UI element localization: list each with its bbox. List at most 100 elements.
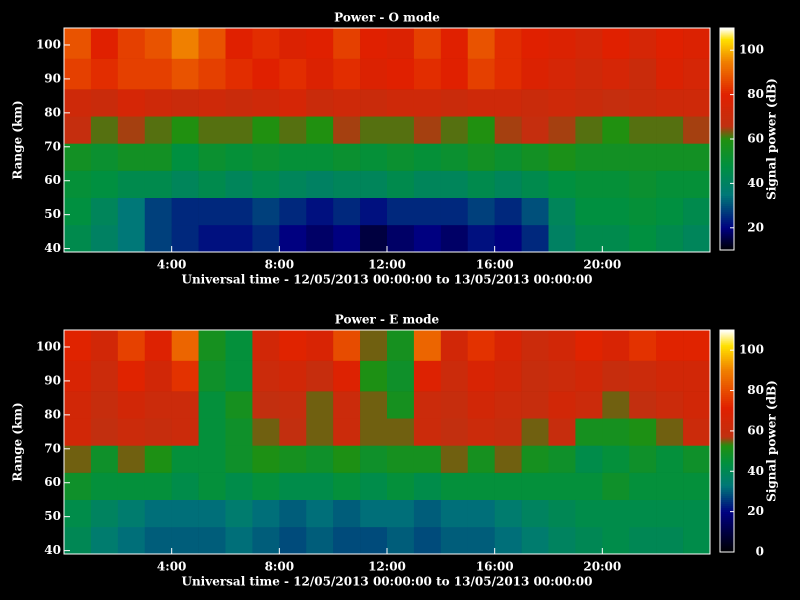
heatmap-cell xyxy=(387,171,414,198)
heatmap-cell xyxy=(441,445,468,472)
heatmap-cell xyxy=(118,500,145,527)
heatmap-cell xyxy=(468,330,495,361)
heatmap-cell xyxy=(549,198,576,225)
heatmap-cell xyxy=(306,143,333,170)
chart-title: Power - E mode xyxy=(335,313,440,327)
heatmap-cell xyxy=(199,418,226,445)
heatmap-cell xyxy=(333,361,360,392)
heatmap-cell xyxy=(333,59,360,90)
heatmap-cell xyxy=(279,59,306,90)
heatmap-cell xyxy=(199,143,226,170)
heatmap-cell xyxy=(602,225,629,252)
heatmap-cell xyxy=(468,198,495,225)
chart-title: Power - O mode xyxy=(334,11,440,25)
heatmap-cell xyxy=(629,500,656,527)
heatmap-cell xyxy=(252,473,279,500)
heatmap-cell xyxy=(629,89,656,116)
heatmap-cell xyxy=(602,143,629,170)
heatmap-cell xyxy=(252,418,279,445)
heatmap-cell xyxy=(683,500,710,527)
heatmap-cell xyxy=(549,171,576,198)
heatmap-cell xyxy=(306,89,333,116)
heatmap-cell xyxy=(199,500,226,527)
heatmap-cell xyxy=(656,361,683,392)
heatmap-cell xyxy=(656,445,683,472)
heatmap-cell xyxy=(629,143,656,170)
heatmap-cell xyxy=(172,391,199,418)
heatmap-cell xyxy=(414,527,441,554)
heatmap-cell xyxy=(279,445,306,472)
heatmap-cell xyxy=(522,225,549,252)
x-tick-label: 4:00 xyxy=(157,560,186,574)
heatmap-cell xyxy=(199,198,226,225)
heatmap-cell xyxy=(549,143,576,170)
heatmap-cell xyxy=(575,89,602,116)
y-tick-label: 60 xyxy=(44,475,61,489)
heatmap-cell xyxy=(91,59,118,90)
heatmap-cell xyxy=(279,89,306,116)
heatmap-cell xyxy=(64,330,91,361)
heatmap-cell xyxy=(683,116,710,143)
heatmap-cell xyxy=(495,527,522,554)
y-tick-label: 50 xyxy=(44,207,61,221)
heatmap-cell xyxy=(199,171,226,198)
heatmap-cell xyxy=(91,418,118,445)
x-tick-label: 20:00 xyxy=(583,258,621,272)
heatmap-cell xyxy=(252,59,279,90)
heatmap-cell xyxy=(279,198,306,225)
heatmap-cell xyxy=(199,59,226,90)
heatmap-cell xyxy=(306,198,333,225)
heatmap-cell xyxy=(575,527,602,554)
heatmap-cell xyxy=(64,171,91,198)
heatmap-cell xyxy=(199,527,226,554)
heatmap-cell xyxy=(522,500,549,527)
heatmap-cell xyxy=(468,116,495,143)
heatmap-cell xyxy=(575,473,602,500)
heatmap-cell xyxy=(279,143,306,170)
heatmap-cell xyxy=(360,445,387,472)
heatmap-cell xyxy=(91,330,118,361)
colorbar-tick-label: 80 xyxy=(747,87,764,101)
x-tick-label: 12:00 xyxy=(368,258,406,272)
heatmap-cell xyxy=(683,330,710,361)
heatmap-cell xyxy=(118,330,145,361)
heatmap-cell xyxy=(387,330,414,361)
heatmap-cell xyxy=(656,330,683,361)
heatmap-cell xyxy=(495,28,522,59)
heatmap-cell xyxy=(252,391,279,418)
heatmap-cell xyxy=(414,473,441,500)
heatmap-cell xyxy=(629,198,656,225)
heatmap-cell xyxy=(252,143,279,170)
heatmap-cell xyxy=(575,171,602,198)
x-tick-label: 8:00 xyxy=(265,560,294,574)
heatmap-cell xyxy=(414,500,441,527)
heatmap-cell xyxy=(172,330,199,361)
heatmap-cell xyxy=(629,116,656,143)
heatmap-cell xyxy=(387,391,414,418)
x-axis-label: Universal time - 12/05/2013 00:00:00 to … xyxy=(181,575,592,589)
heatmap-cell xyxy=(360,527,387,554)
heatmap-cell xyxy=(118,445,145,472)
heatmap-cell xyxy=(441,473,468,500)
heatmap-cell xyxy=(226,473,253,500)
heatmap-cell xyxy=(252,445,279,472)
heatmap-cell xyxy=(656,89,683,116)
heatmap-cell xyxy=(360,391,387,418)
heatmap-cell xyxy=(360,28,387,59)
heatmap-cell xyxy=(549,330,576,361)
heatmap-cell xyxy=(441,330,468,361)
heatmap-cell xyxy=(306,59,333,90)
heatmap-cell xyxy=(683,418,710,445)
heatmap-cell xyxy=(495,143,522,170)
heatmap-cell xyxy=(145,225,172,252)
heatmap-cell xyxy=(252,171,279,198)
heatmap-cell xyxy=(118,143,145,170)
heatmap-cell xyxy=(226,59,253,90)
heatmap-cell xyxy=(441,361,468,392)
heatmap-cell xyxy=(656,28,683,59)
heatmap-cell xyxy=(252,89,279,116)
heatmap-cell xyxy=(387,500,414,527)
heatmap-cell xyxy=(549,89,576,116)
heatmap-cell xyxy=(495,198,522,225)
heatmap-cell xyxy=(118,198,145,225)
